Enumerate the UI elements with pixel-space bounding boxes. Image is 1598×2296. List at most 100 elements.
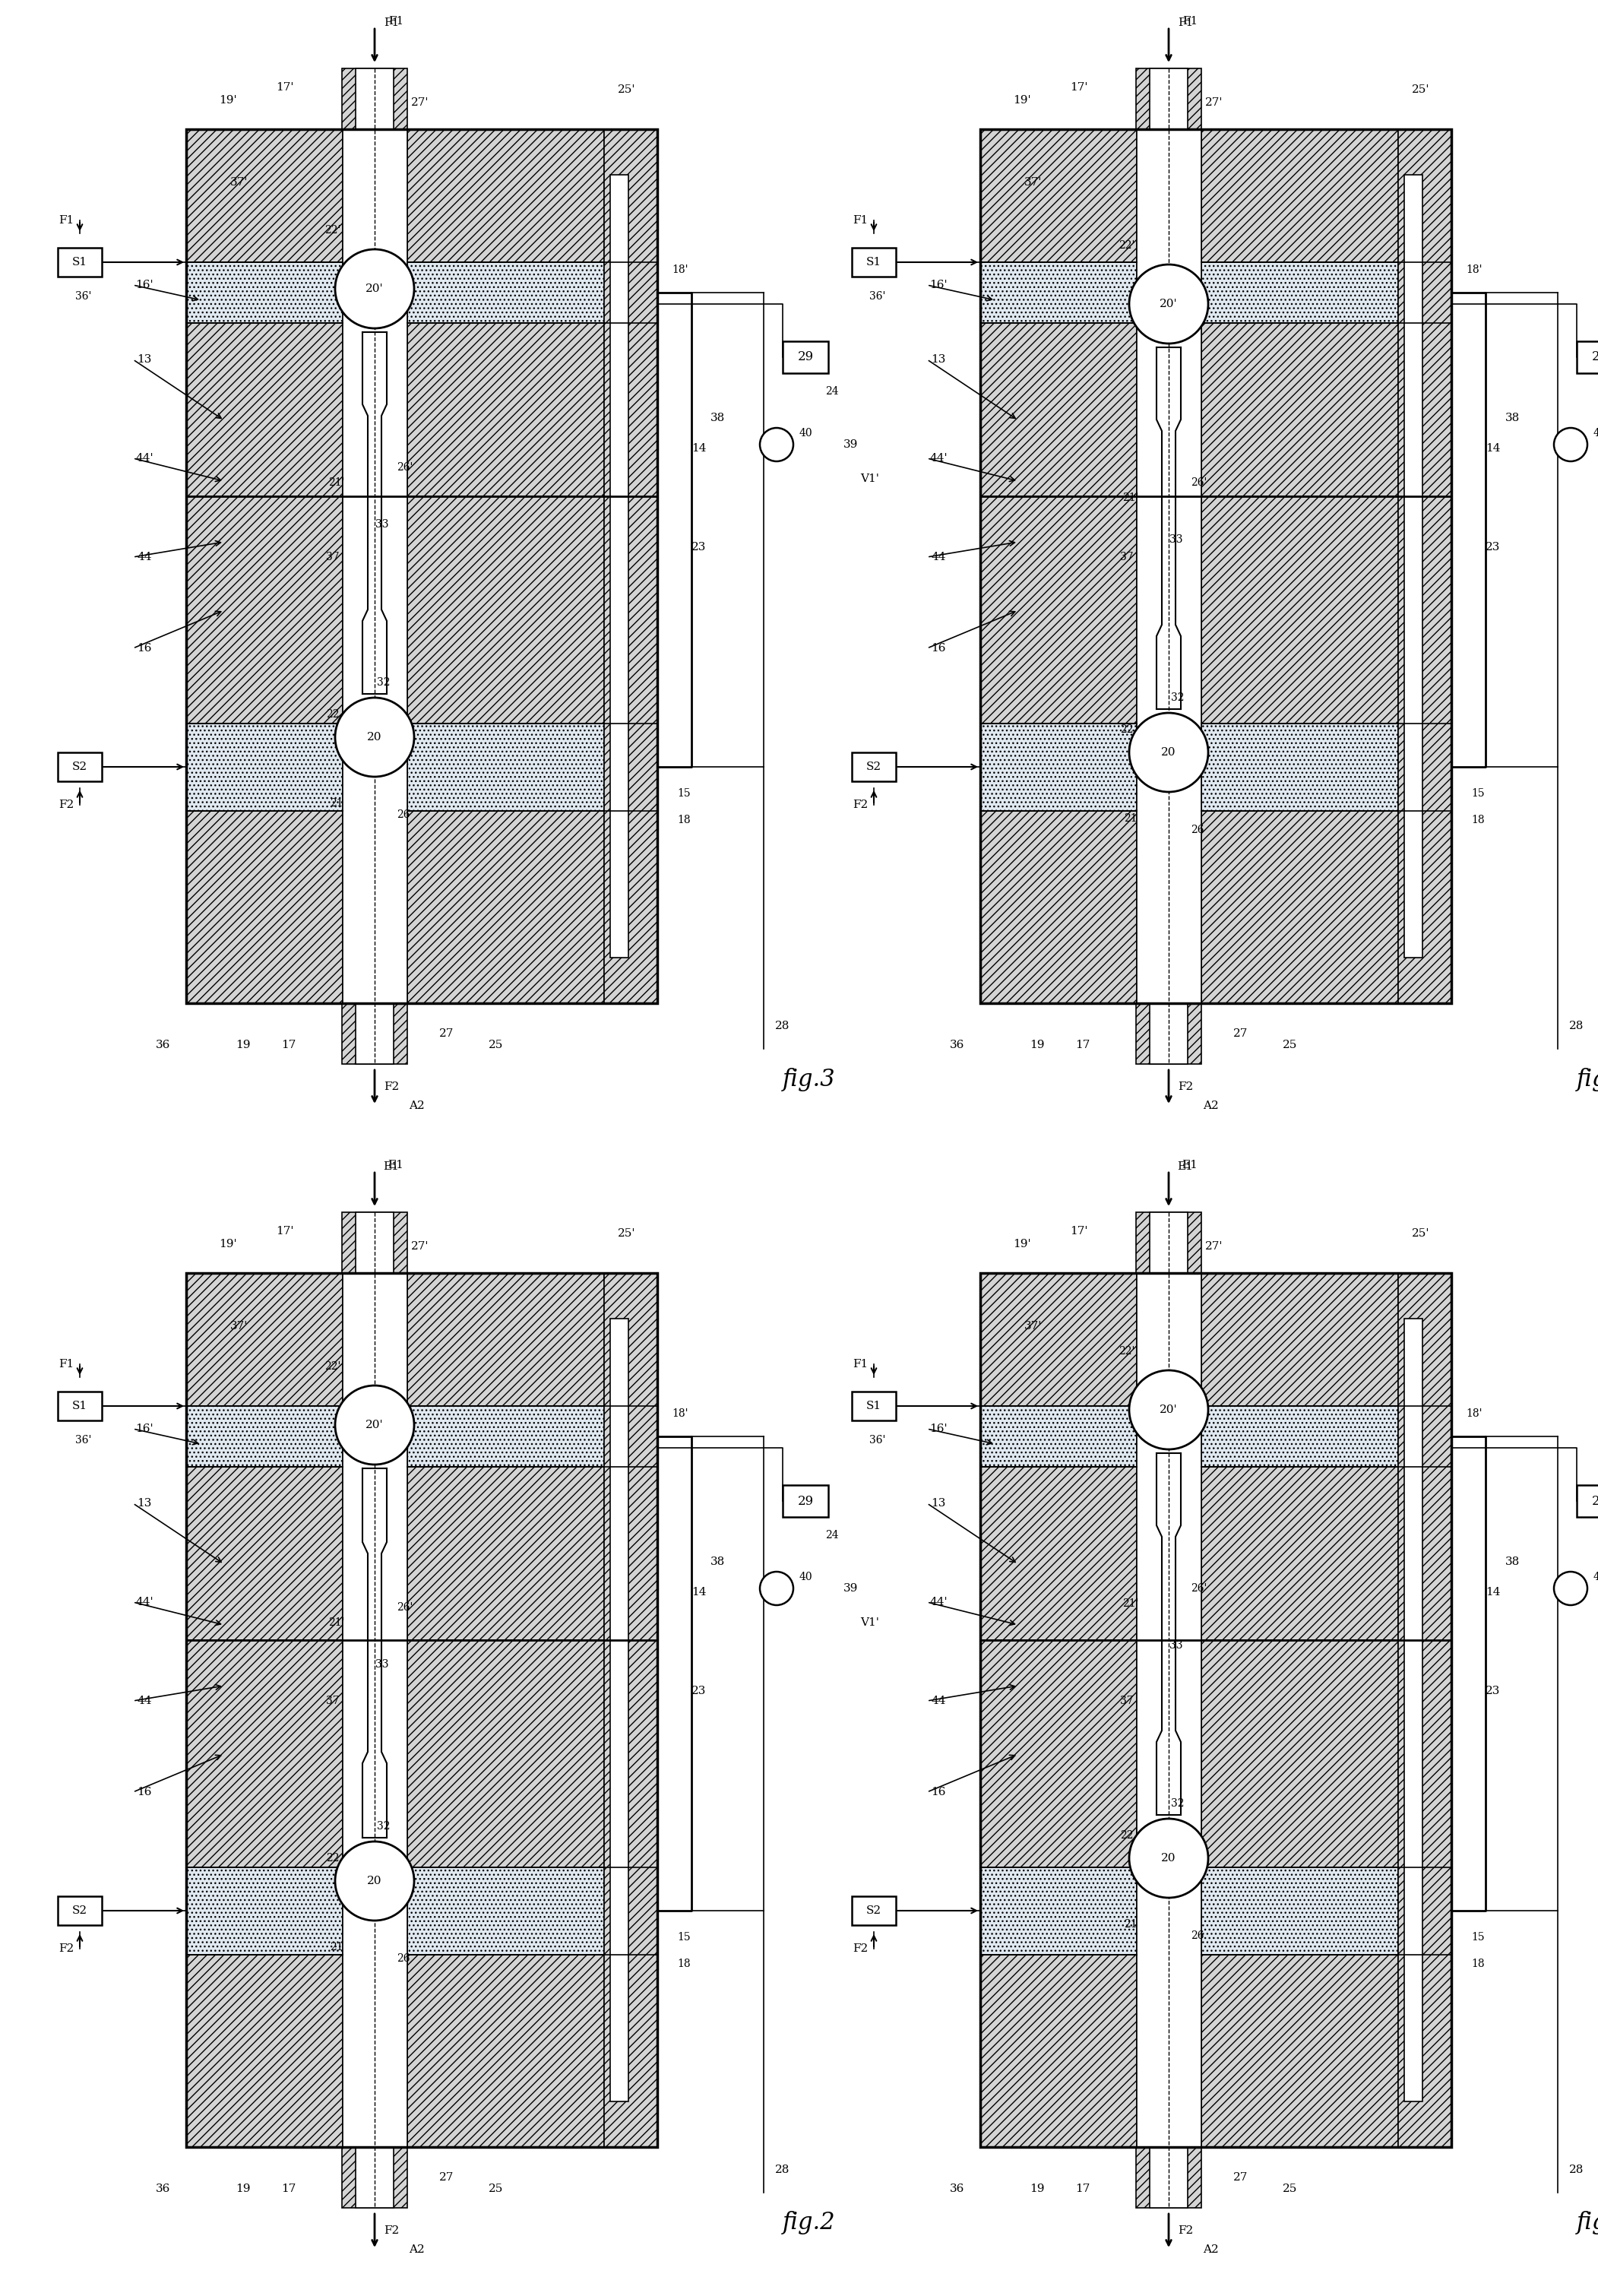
- Bar: [407, 1867, 604, 1954]
- Bar: [980, 1405, 1136, 1467]
- Text: 19': 19': [1013, 94, 1031, 106]
- Text: 25: 25: [489, 2183, 503, 2195]
- Text: A2: A2: [1203, 1100, 1218, 1111]
- Circle shape: [1130, 264, 1208, 344]
- Bar: [1157, 347, 1181, 709]
- Text: 16': 16': [930, 280, 948, 289]
- Text: 18: 18: [678, 815, 690, 824]
- Bar: [604, 1272, 657, 2147]
- Bar: [407, 810, 604, 1003]
- Text: 17: 17: [1075, 2183, 1090, 2195]
- Text: 39: 39: [844, 439, 858, 450]
- Bar: [1202, 1639, 1398, 1867]
- Text: 25': 25': [618, 85, 636, 94]
- Text: 40: 40: [1593, 1573, 1598, 1582]
- Bar: [187, 1467, 342, 1639]
- Bar: [1202, 324, 1398, 496]
- Text: 40: 40: [799, 427, 812, 439]
- Text: 37': 37': [230, 1320, 248, 1332]
- Text: 18': 18': [1465, 1407, 1483, 1419]
- Bar: [187, 1272, 342, 1405]
- Text: 19': 19': [219, 1240, 237, 1249]
- Bar: [1136, 69, 1202, 129]
- Bar: [852, 1391, 896, 1421]
- Text: 22: 22: [1120, 1830, 1133, 1841]
- Bar: [345, 1892, 404, 1903]
- Bar: [187, 1405, 342, 1467]
- Bar: [342, 1272, 407, 2147]
- Text: 20: 20: [368, 732, 382, 742]
- Text: 44': 44': [930, 1596, 948, 1607]
- Text: 16: 16: [137, 1786, 152, 1798]
- Text: 22: 22: [326, 709, 339, 719]
- Bar: [345, 1403, 404, 1414]
- Text: 28: 28: [1569, 2165, 1584, 2174]
- Text: 24: 24: [825, 1529, 839, 1541]
- Bar: [980, 1272, 1451, 2147]
- Text: S1: S1: [866, 257, 882, 269]
- Bar: [980, 496, 1136, 723]
- Circle shape: [336, 1384, 414, 1465]
- Text: fig.5: fig.5: [1577, 1068, 1598, 1091]
- Text: 17': 17': [1071, 1226, 1088, 1238]
- Text: F2: F2: [852, 799, 868, 810]
- Text: S2: S2: [866, 1906, 882, 1915]
- Text: 44: 44: [137, 551, 152, 563]
- Bar: [1405, 174, 1422, 957]
- Text: 14: 14: [692, 1587, 706, 1598]
- Text: F1: F1: [59, 1359, 74, 1368]
- Text: 21': 21': [329, 478, 345, 489]
- Text: F2: F2: [1178, 2225, 1194, 2236]
- Bar: [980, 324, 1136, 496]
- Text: 14: 14: [1486, 1587, 1501, 1598]
- Text: 24: 24: [825, 386, 839, 397]
- Bar: [1202, 496, 1398, 723]
- Text: 22': 22': [1119, 241, 1135, 250]
- Text: 17': 17': [276, 1226, 294, 1238]
- Text: 18: 18: [1472, 1958, 1485, 1970]
- Text: F1: F1: [388, 16, 404, 28]
- Bar: [1157, 1453, 1181, 1814]
- Bar: [187, 262, 342, 324]
- Bar: [1139, 1387, 1198, 1401]
- Text: 38: 38: [1505, 413, 1520, 422]
- Text: 15: 15: [1472, 1931, 1485, 1942]
- Circle shape: [1130, 1371, 1208, 1449]
- Bar: [187, 1954, 342, 2147]
- Text: 19: 19: [237, 2183, 251, 2195]
- Text: 21: 21: [1123, 1919, 1138, 1929]
- Bar: [783, 1486, 828, 1518]
- Text: 22': 22': [324, 225, 340, 236]
- Text: 15: 15: [678, 788, 690, 799]
- Text: F1: F1: [59, 216, 74, 225]
- Bar: [1398, 1272, 1451, 2147]
- Text: 33: 33: [376, 1660, 388, 1669]
- Text: 28: 28: [775, 1022, 789, 1031]
- Bar: [1202, 1405, 1398, 1467]
- Text: 32: 32: [377, 1821, 390, 1832]
- Circle shape: [761, 1573, 793, 1605]
- Bar: [1149, 2147, 1187, 2209]
- Text: 26': 26': [396, 461, 414, 473]
- Text: 36': 36': [75, 1435, 91, 1446]
- Text: 36: 36: [157, 2183, 171, 2195]
- Text: 25: 25: [489, 1040, 503, 1049]
- Text: 32: 32: [377, 677, 390, 689]
- Text: 36': 36': [75, 292, 91, 301]
- Bar: [852, 753, 896, 781]
- Text: 22': 22': [1119, 1345, 1135, 1357]
- Text: 44: 44: [137, 1694, 152, 1706]
- Text: 29: 29: [1592, 1495, 1598, 1508]
- Bar: [980, 1867, 1136, 1954]
- Bar: [407, 1405, 604, 1467]
- Text: 32: 32: [1171, 693, 1184, 703]
- Bar: [342, 1212, 407, 1272]
- Text: F2: F2: [852, 1942, 868, 1954]
- Bar: [356, 2147, 393, 2209]
- Bar: [187, 1272, 657, 2147]
- Text: 26: 26: [1191, 1931, 1205, 1940]
- Text: 27': 27': [1205, 1242, 1222, 1251]
- Text: 19: 19: [1029, 2183, 1045, 2195]
- Text: F1: F1: [852, 1359, 868, 1368]
- Circle shape: [336, 698, 414, 776]
